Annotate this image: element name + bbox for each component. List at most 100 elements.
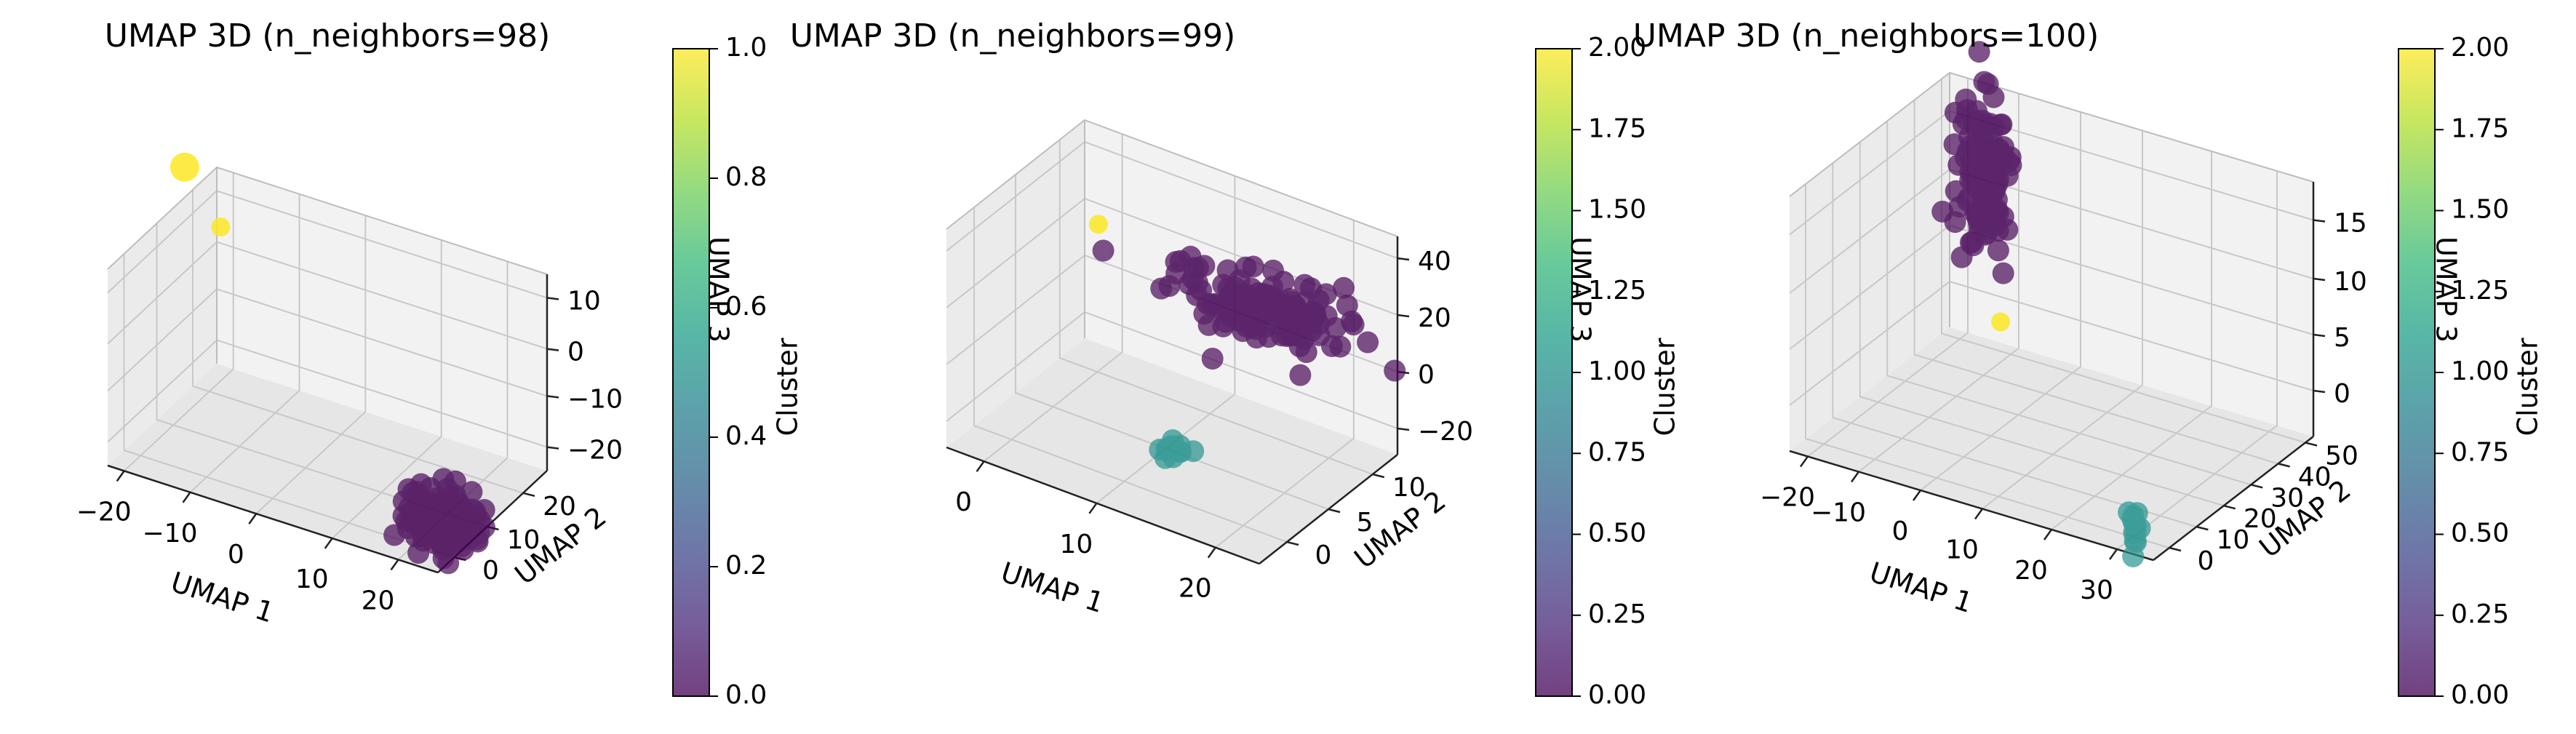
x-gridline (1982, 130, 2143, 510)
y-gridline (192, 189, 524, 494)
cluster-1 (170, 152, 231, 236)
y-tick-label: 5 (1357, 508, 1373, 538)
x-axis-line (1789, 450, 2154, 562)
x-tick (976, 460, 985, 472)
z-tick-label: −20 (1418, 417, 1473, 447)
x-gridline (1858, 93, 2019, 473)
x-tick (324, 538, 333, 549)
colorbar-tick-label: 0.8 (725, 162, 767, 192)
data-point (1968, 41, 1990, 63)
x-tick-label: 0 (1892, 516, 1909, 546)
y-gridline (1058, 140, 1373, 475)
data-point (1149, 439, 1171, 460)
z-tick-label: 15 (2334, 209, 2367, 239)
y-gridline (1886, 121, 2252, 486)
y-tick (1286, 540, 1299, 546)
z-tick (546, 297, 559, 300)
z-tick-label: 40 (1418, 247, 1451, 276)
colorbar-tick-label: 1.75 (1588, 113, 1646, 143)
data-point (460, 526, 482, 548)
x-axis-label: UMAP 1 (997, 556, 1108, 619)
x-tick-label: 30 (2080, 575, 2113, 605)
z-tick-label: −10 (567, 384, 623, 414)
colorbar (2398, 48, 2436, 697)
cluster-0 (383, 468, 495, 575)
x-tick-label: −10 (1811, 498, 1866, 528)
colorbar-tick-label: 0.6 (725, 292, 767, 322)
z-tick (1397, 257, 1410, 261)
x-axis-line (107, 464, 439, 574)
data-point (1333, 276, 1355, 299)
x-gridline (189, 194, 300, 493)
colorbar-tick-label: 2.00 (1588, 33, 1646, 63)
chart-title: UMAP 3D (n_neighbors=99) (790, 17, 1236, 55)
colorbar-tick-label: 1.25 (1588, 276, 1646, 306)
cluster-0 (1092, 239, 1406, 386)
cluster-1 (1149, 429, 1205, 469)
data-point (170, 152, 199, 182)
colorbar-tick-label: 0.50 (2451, 519, 2509, 548)
data-point (401, 500, 423, 523)
z-tick (2313, 277, 2326, 282)
data-point (1342, 314, 1365, 336)
y-tick-label: 20 (543, 492, 576, 522)
data-point (1962, 234, 1985, 257)
z-tick-label: 10 (567, 286, 601, 316)
data-point (1179, 245, 1202, 268)
y-tick (2278, 463, 2290, 468)
cluster-2 (1088, 215, 1108, 234)
z-tick-label: 0 (2334, 379, 2350, 409)
data-point (1150, 277, 1173, 300)
data-point (1991, 312, 2010, 332)
data-point (1197, 314, 1220, 336)
colorbar-tick-label: 1.00 (2451, 356, 2509, 386)
data-point (1336, 294, 1358, 316)
chart-title: UMAP 3D (n_neighbors=100) (1633, 17, 2100, 55)
z-tick-label: 5 (2334, 323, 2350, 353)
z-tick (2313, 333, 2326, 338)
y-tick-label: 0 (2198, 546, 2214, 576)
x-axis-label: UMAP 1 (167, 566, 278, 629)
data-point (1357, 331, 1379, 354)
z-tick (2313, 219, 2326, 223)
x-gridline (255, 215, 367, 514)
data-point (1329, 335, 1352, 358)
x-tick-label: 20 (2014, 556, 2048, 586)
data-point (460, 481, 483, 503)
y-tick-label: 10 (1392, 473, 1426, 503)
chart-title: UMAP 3D (n_neighbors=98) (105, 17, 551, 55)
x-gridline (1096, 175, 1236, 504)
colorbar-tick-label: 1.50 (1588, 195, 1646, 225)
x-gridline (1920, 112, 2081, 491)
z-tick-label: 0 (567, 338, 584, 367)
data-point (2122, 545, 2145, 567)
y-tick (2223, 504, 2236, 510)
x-tick-label: 0 (228, 540, 244, 570)
x-tick (182, 492, 191, 503)
y-tick-label: 10 (507, 525, 541, 555)
z-tick (546, 395, 559, 399)
x-tick (2108, 548, 2118, 560)
colorbar-tick-label: 0.75 (1588, 437, 1646, 467)
z-tick (546, 446, 559, 450)
data-point (1968, 209, 1990, 231)
y-tick (2250, 484, 2263, 489)
data-point (2129, 517, 2151, 540)
cluster-2 (1991, 312, 2010, 332)
z-tick (1397, 427, 1410, 431)
data-point (1232, 284, 1254, 307)
x-gridline (1215, 220, 1355, 548)
data-point (1281, 302, 1304, 324)
data-point (1981, 183, 2003, 206)
data-point (1977, 73, 1999, 95)
data-point (1165, 263, 1188, 284)
z-tick (1397, 314, 1410, 318)
colorbar-tick-label: 1.50 (2451, 195, 2509, 225)
data-point (1245, 327, 1268, 349)
colorbar-tick-label: 0.25 (2451, 599, 2509, 629)
y-gridline (1015, 175, 1329, 510)
x-tick-label: 10 (295, 565, 329, 594)
colorbar-tick-label: 0.00 (1588, 680, 1646, 710)
x-tick (2043, 529, 2053, 540)
